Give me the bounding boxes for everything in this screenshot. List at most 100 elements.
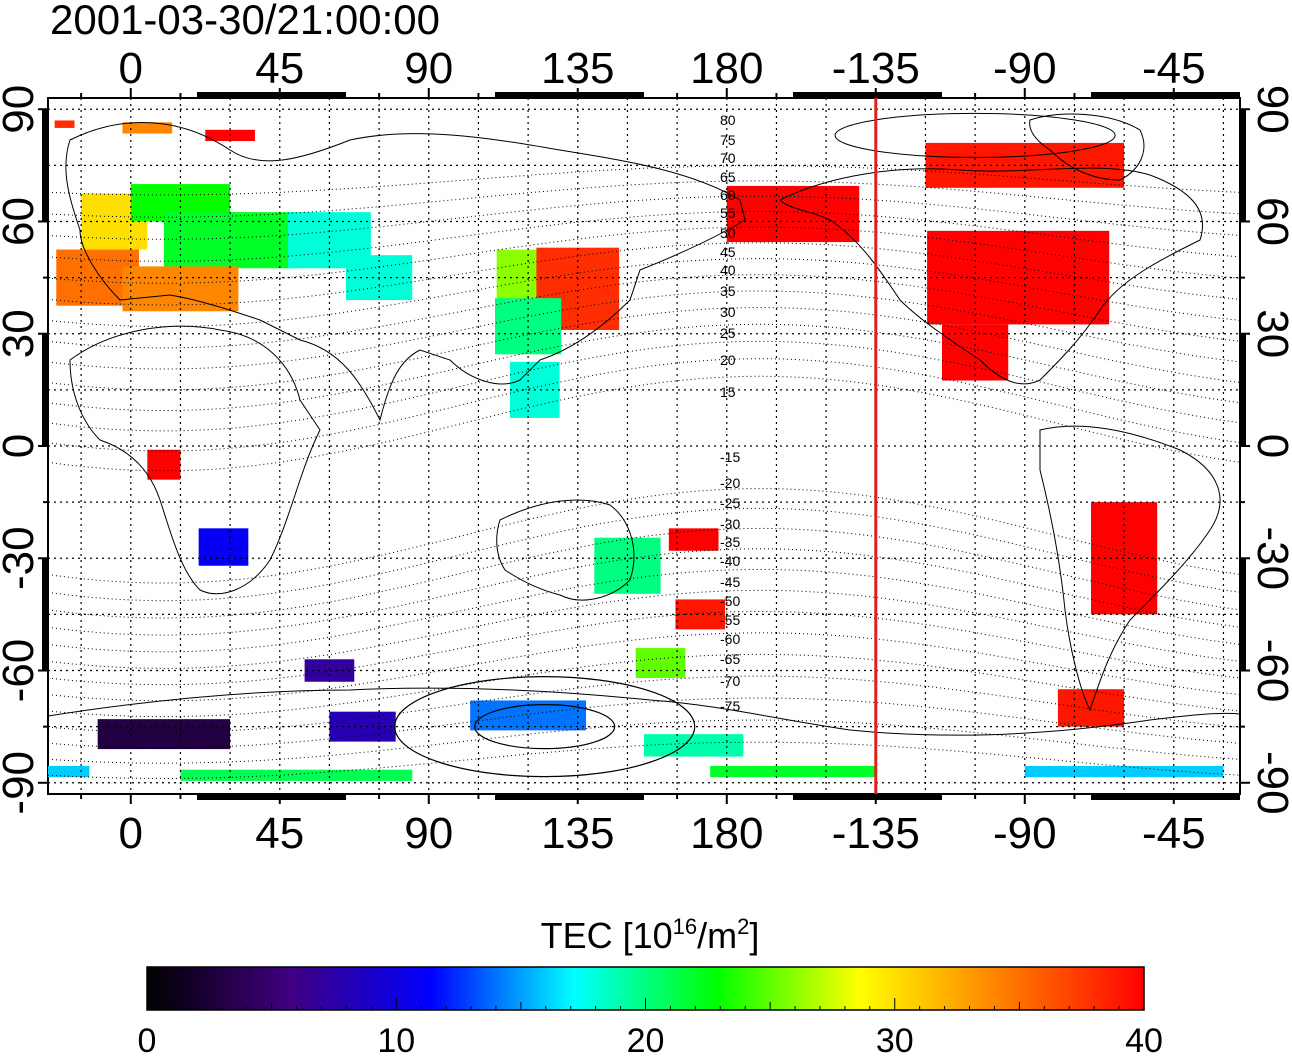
mlat-label: 15 [720, 384, 736, 400]
mlat-contour [48, 323, 1240, 411]
colorbar-tick-label: 40 [1125, 1022, 1163, 1057]
coastline-south-america [1039, 425, 1221, 712]
mlat-label: 35 [720, 283, 736, 299]
mlat-contour [48, 548, 1240, 636]
tec-cell-19 [726, 185, 860, 243]
mlat-label: -25 [720, 495, 740, 511]
mlat-contour [48, 632, 1240, 702]
mlat-label: -30 [720, 516, 740, 532]
mlat-label: -75 [720, 698, 740, 714]
mlat-contour-labels: 80 75 70 65 60 55 50 45 40 35 30 25 20 15 -15 -20 -25 -30… [720, 112, 740, 714]
colorbar: TEC [1016/m2] 0 10 20 30 40 [138, 914, 1163, 1057]
south-pole-contour-inner [474, 704, 616, 750]
lon-label-bottom: -135 [832, 809, 920, 858]
graticule [48, 98, 1240, 794]
mlat-label: 75 [720, 132, 736, 148]
frame-bar-top [1091, 92, 1240, 98]
frame-bar-bottom [793, 794, 942, 800]
lat-label-left: 60 [0, 197, 43, 246]
tec-cell-1 [122, 122, 173, 134]
mlat-contour [48, 527, 1240, 619]
lat-label-right: 60 [1248, 197, 1292, 246]
mlat-contour [48, 358, 1240, 452]
tec-cell-25 [97, 719, 231, 750]
lon-label-bottom: 45 [255, 809, 304, 858]
longitude-labels-bottom: 0 45 90 135 180 -135 -90 -45 [119, 809, 1206, 858]
mlat-label: 80 [720, 112, 736, 128]
mlat-contour [48, 719, 1240, 764]
latitude-labels-left: 90 60 30 0 -30 -60 -90 [0, 85, 43, 815]
frame-bar-left [42, 333, 48, 446]
tec-cell-28 [644, 734, 744, 757]
mlat-label: -60 [720, 631, 740, 647]
lon-label-top: -45 [1142, 44, 1206, 93]
tec-cell-32 [48, 765, 90, 778]
mlat-label: -55 [720, 612, 740, 628]
mlat-label: 25 [720, 325, 736, 341]
mlat-label: 40 [720, 262, 736, 278]
lon-label-top: 180 [690, 44, 763, 93]
frame-bar-bottom [197, 794, 346, 800]
tec-cell-33 [304, 659, 355, 682]
coastline-africa [69, 325, 321, 595]
colorbar-title: TEC [1016/m2] [541, 914, 760, 956]
lon-label-bottom: -90 [993, 809, 1057, 858]
mlat-label: 55 [720, 205, 736, 221]
frame-bar-top [197, 92, 346, 98]
colorbar-tick-label: 30 [876, 1022, 914, 1057]
frame-bar-right [1240, 558, 1246, 671]
mlat-label: -70 [720, 673, 740, 689]
lon-label-top: -135 [832, 44, 920, 93]
lat-label-left: 30 [0, 309, 43, 358]
lon-label-bottom: 90 [404, 809, 453, 858]
colorbar-tick-label: 0 [138, 1022, 157, 1057]
coastline-antarctica [48, 687, 1240, 736]
mlat-contour [48, 195, 1240, 240]
mlat-label: -50 [720, 593, 740, 609]
frame-bar-top [495, 92, 644, 98]
tec-cell-30 [710, 765, 876, 778]
mlat-label: -65 [720, 651, 740, 667]
lat-label-left: 0 [0, 434, 43, 458]
mlat-label: 20 [720, 352, 736, 368]
coastline-eurasia [65, 122, 746, 422]
lat-label-right: 30 [1248, 309, 1292, 358]
mlat-label: 30 [720, 304, 736, 320]
lat-label-right: -60 [1248, 639, 1292, 703]
frame-bar-top [793, 92, 942, 98]
mlat-label: 60 [720, 187, 736, 203]
lat-label-right: -90 [1248, 751, 1292, 815]
lat-label-left: -30 [0, 526, 43, 590]
lon-label-bottom: 135 [541, 809, 614, 858]
tec-cell-17 [675, 599, 726, 630]
lat-label-right: 0 [1248, 434, 1292, 458]
lat-label-left: -90 [0, 751, 43, 815]
mlat-contour [48, 507, 1240, 602]
coastline-greenland [1029, 113, 1145, 181]
mlat-contour [48, 258, 1240, 327]
tec-cell-15 [147, 449, 181, 480]
colorbar-tick-label: 20 [627, 1022, 665, 1057]
lat-label-left: -60 [0, 639, 43, 703]
mlat-label: -40 [720, 553, 740, 569]
lon-label-bottom: 0 [119, 809, 143, 858]
colorbar-ticks: 0 10 20 30 40 [138, 998, 1163, 1057]
mlat-contour [48, 165, 1240, 196]
tec-cell-29 [180, 769, 413, 781]
frame-bar-bottom [495, 794, 644, 800]
lon-label-top: 90 [404, 44, 453, 93]
map-plot-area: 80 75 70 65 60 55 50 45 40 35 30 25 20 15 -15 -20 -25 -30… [0, 44, 1292, 858]
colorbar-tick-label: 10 [377, 1022, 415, 1057]
tec-cell-0 [54, 120, 75, 128]
lon-label-top: 0 [119, 44, 143, 93]
lon-label-top: 135 [541, 44, 614, 93]
frame-bar-left [42, 109, 48, 222]
north-pole-contour [834, 112, 1116, 158]
map-title: 2001-03-30/21:00:00 [50, 0, 440, 43]
mlat-label: 45 [720, 244, 736, 260]
mlat-label: 65 [720, 169, 736, 185]
lat-label-right: 90 [1248, 85, 1292, 134]
tec-cell-18 [668, 528, 719, 551]
tec-cell-34 [635, 648, 686, 678]
